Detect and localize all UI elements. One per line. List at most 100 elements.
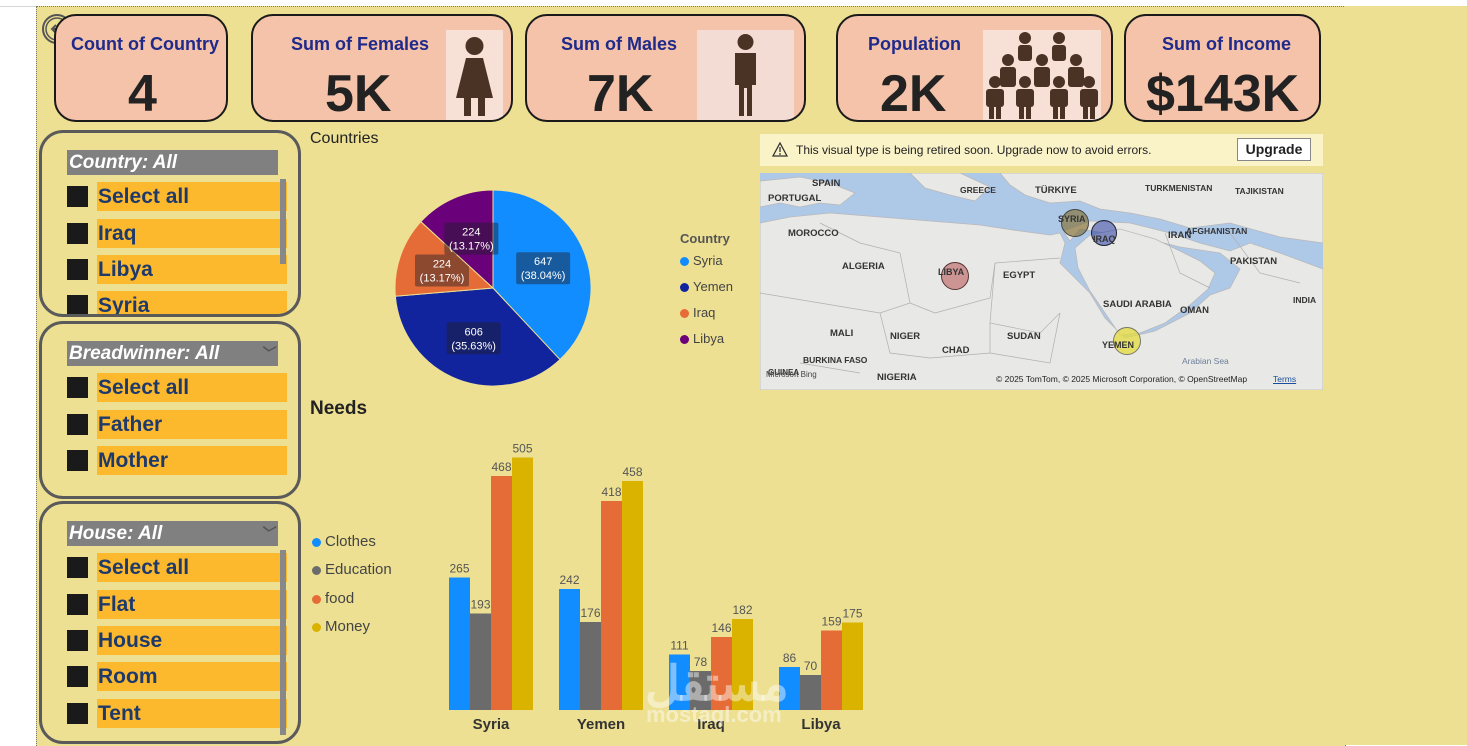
map-bubble-syria[interactable] [1061, 209, 1089, 237]
bar-syria-money[interactable] [512, 457, 533, 711]
countries-pie-chart[interactable]: 647 (38.04%) 606 (35.63%) 224 (13.17%) 224 (13.… [380, 178, 610, 400]
checkbox[interactable] [67, 414, 88, 435]
legend-item-food[interactable]: food [312, 590, 354, 607]
map-bubble-label: YEMEN [1102, 340, 1135, 350]
map-label: SUDAN [1007, 331, 1041, 342]
legend-label: Iraq [693, 305, 716, 320]
checkbox[interactable] [67, 186, 88, 207]
pie-data-label-percent: (13.17%) [420, 273, 465, 285]
legend-label: Clothes [325, 533, 376, 550]
pie-slice-yemen[interactable] [394, 287, 561, 387]
map-label: NIGER [890, 331, 921, 342]
legend-item-libya[interactable]: Libya [680, 331, 724, 346]
checkbox[interactable] [67, 223, 88, 244]
kpi-value: 2K [880, 65, 947, 122]
map-bubble-libya[interactable] [941, 262, 969, 290]
checkbox[interactable] [67, 557, 88, 578]
bar-syria-education[interactable] [470, 613, 491, 711]
bar-yemen-money[interactable] [622, 481, 643, 710]
scrollbar[interactable] [280, 550, 286, 735]
bar-libya-money[interactable] [842, 622, 863, 711]
map-bubble-label: SYRIA [1058, 214, 1086, 224]
map-label: AFGHANISTAN [1186, 226, 1248, 236]
kpi-value: $143K [1146, 65, 1300, 122]
slicer-item-label: Iraq [97, 219, 287, 248]
bar-iraq-education[interactable] [690, 671, 711, 710]
checkbox[interactable] [67, 594, 88, 615]
bar-data-label: 458 [622, 465, 642, 479]
slicer-item-label: Select all [97, 553, 287, 582]
map-bubble-iraq[interactable] [1091, 220, 1117, 246]
legend-item-iraq[interactable]: Iraq [680, 305, 715, 320]
legend-item-yemen[interactable]: Yemen [680, 279, 733, 294]
kpi-title: Population [868, 34, 961, 54]
map-label: GREECE [960, 185, 996, 195]
slicer-item-label: Father [97, 410, 287, 439]
group-icon [983, 30, 1101, 120]
pie-slice-iraq[interactable] [394, 220, 495, 297]
bar-data-label: 182 [732, 603, 752, 617]
legend-dot [312, 622, 321, 632]
legend-label: Libya [693, 331, 725, 346]
bar-iraq-food[interactable] [711, 637, 732, 710]
checkbox[interactable] [67, 377, 88, 398]
kpi-value: 4 [128, 65, 157, 122]
legend-item-clothes[interactable]: Clothes [312, 533, 376, 550]
slicer-item-label: Select all [97, 182, 287, 211]
bar-yemen-food[interactable] [601, 501, 622, 710]
bar-data-label: 176 [580, 606, 600, 620]
checkbox[interactable] [67, 630, 88, 651]
pie-data-label: 224 [462, 227, 480, 239]
map-label: MALI [830, 328, 854, 339]
legend-item-syria[interactable]: Syria [680, 253, 723, 268]
bar-data-label: 193 [470, 598, 490, 612]
warning-icon [772, 142, 788, 157]
retirement-warning-bar: This visual type is being retired soon. … [760, 134, 1323, 166]
x-axis-tick-label: Iraq [697, 716, 725, 733]
checkbox[interactable] [67, 666, 88, 687]
bar-libya-education[interactable] [800, 675, 821, 710]
bar-syria-clothes[interactable] [449, 577, 470, 711]
slicer-item-label: Mother [97, 446, 287, 475]
bar-iraq-money[interactable] [732, 619, 753, 710]
checkbox[interactable] [67, 450, 88, 471]
checkbox[interactable] [67, 295, 88, 314]
map-label: BURKINA FASO [803, 355, 868, 365]
bar-syria-food[interactable] [491, 476, 512, 710]
pie-slice-libya[interactable] [420, 189, 494, 290]
pie-slice-syria[interactable] [492, 189, 592, 361]
pie-data-label-bg [415, 254, 470, 287]
female-icon [446, 30, 503, 120]
map-bubble-label: LIBYA [938, 267, 965, 277]
pie-data-label-percent: (38.04%) [521, 270, 566, 282]
chevron-down-icon[interactable]: ﹀ [260, 345, 274, 361]
legend-item-money[interactable]: Money [312, 618, 370, 635]
bar-libya-clothes[interactable] [779, 667, 800, 710]
map-terms-link[interactable]: Terms [1273, 374, 1297, 384]
checkbox[interactable] [67, 259, 88, 280]
slicer-item-label: House [97, 626, 287, 655]
kpi-title: Count of Country [71, 34, 219, 54]
kpi-card-count-country: Count of Country 4 [54, 14, 228, 122]
pie-data-label: 224 [433, 259, 451, 271]
legend-dot [680, 335, 689, 345]
bar-chart-title: Needs [310, 398, 368, 419]
chevron-down-icon[interactable]: ﹀ [260, 525, 274, 541]
slicer-header: Country: All [67, 150, 278, 175]
upgrade-button[interactable]: Upgrade [1237, 138, 1311, 161]
bar-iraq-clothes[interactable] [669, 654, 690, 711]
bar-libya-food[interactable] [821, 630, 842, 711]
scrollbar[interactable] [280, 179, 286, 264]
map-label: Arabian Sea [1182, 356, 1229, 366]
checkbox[interactable] [67, 703, 88, 724]
kpi-title: Sum of Males [561, 34, 678, 54]
bar-yemen-education[interactable] [580, 622, 601, 710]
map-bubble-yemen[interactable] [1113, 327, 1141, 355]
map-label: PAKISTAN [1230, 256, 1278, 267]
legend-item-education[interactable]: Education [312, 561, 392, 578]
map-visual[interactable]: SPAIN PORTUGAL GREECE TÜRKIYE TURKMENIST… [760, 173, 1323, 390]
map-label: SAUDI ARABIA [1103, 299, 1172, 310]
map-land [760, 173, 1323, 390]
bar-yemen-clothes[interactable] [559, 589, 580, 710]
